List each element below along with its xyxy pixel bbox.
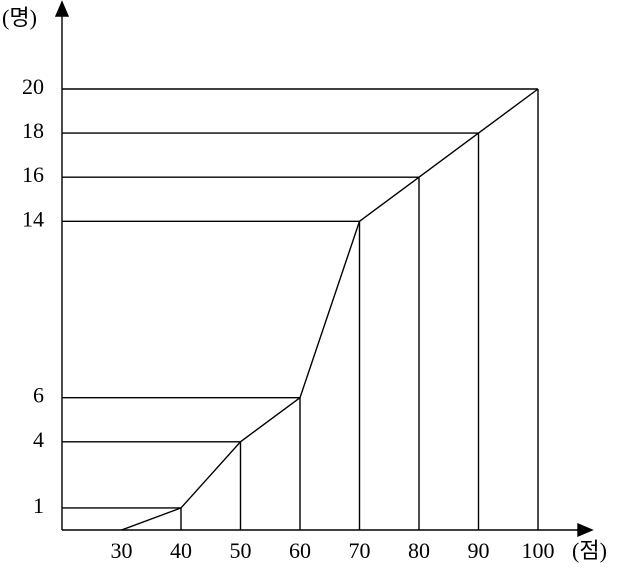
x-tick-label: 100: [522, 538, 555, 563]
y-tick-label: 6: [33, 383, 44, 408]
y-tick-label: 18: [22, 118, 44, 143]
x-tick-label: 90: [468, 538, 490, 563]
y-tick-label: 16: [22, 162, 44, 187]
x-tick-label: 70: [349, 538, 371, 563]
x-tick-label: 80: [408, 538, 430, 563]
y-tick-label: 14: [22, 206, 44, 231]
x-axis-label: (점): [572, 538, 607, 563]
y-tick-label: 20: [22, 74, 44, 99]
x-tick-label: 30: [111, 538, 133, 563]
y-axis-arrow: [54, 0, 70, 17]
y-tick-label: 1: [33, 493, 44, 518]
x-tick-label: 40: [170, 538, 192, 563]
x-tick-label: 50: [230, 538, 252, 563]
ogive-line: [121, 88, 539, 531]
x-tick-label: 60: [289, 538, 311, 563]
y-axis-label: (명): [2, 5, 37, 30]
x-axis-arrow: [577, 522, 594, 538]
y-tick-label: 4: [33, 427, 44, 452]
